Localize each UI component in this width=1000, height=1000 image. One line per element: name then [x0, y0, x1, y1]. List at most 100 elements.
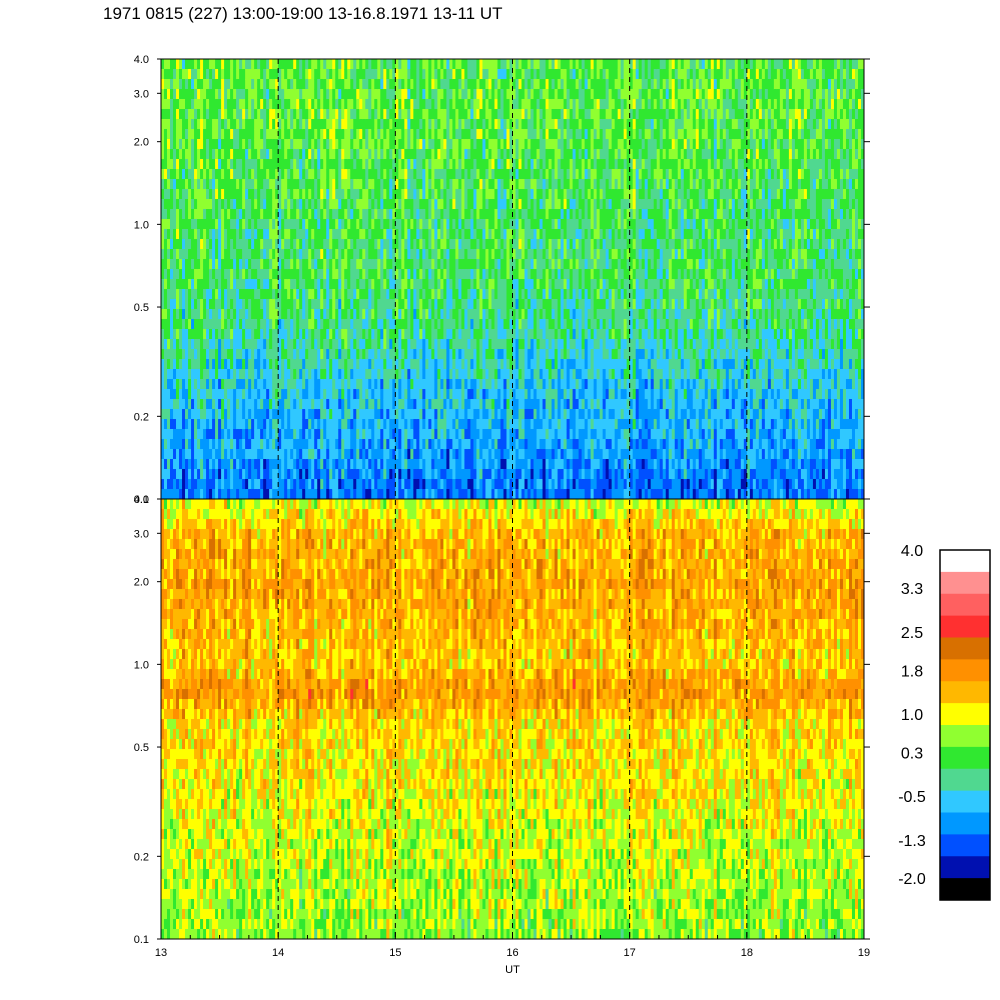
- heatmap-cell: [332, 439, 336, 450]
- heatmap-cell: [170, 69, 174, 80]
- heatmap-cell: [179, 489, 183, 499]
- heatmap-cell: [380, 459, 384, 470]
- heatmap-cell: [371, 209, 375, 220]
- heatmap-cell: [467, 259, 472, 270]
- heatmap-cell: [335, 249, 339, 260]
- heatmap-cell: [350, 109, 354, 120]
- heatmap-cell: [311, 339, 315, 350]
- heatmap-cell: [281, 389, 285, 400]
- heatmap-cell: [290, 439, 294, 450]
- heatmap-cell: [356, 449, 360, 460]
- heatmap-cell: [254, 299, 258, 310]
- heatmap-cell: [221, 349, 225, 360]
- heatmap-cell: [431, 359, 435, 370]
- heatmap-cell: [266, 209, 270, 220]
- heatmap-cell: [209, 129, 213, 140]
- heatmap-cell: [452, 329, 457, 340]
- heatmap-cell: [332, 139, 336, 150]
- heatmap-cell: [167, 439, 171, 450]
- heatmap-cell: [215, 319, 219, 330]
- heatmap-cell: [497, 359, 502, 370]
- heatmap-cell: [275, 439, 279, 450]
- heatmap-cell: [350, 179, 354, 190]
- heatmap-cell: [302, 79, 306, 90]
- heatmap-cell: [497, 479, 502, 490]
- heatmap-cell: [287, 439, 291, 450]
- heatmap-cell: [392, 489, 396, 499]
- heatmap-cell: [287, 379, 291, 390]
- heatmap-cell: [431, 159, 435, 170]
- heatmap-cell: [356, 439, 360, 450]
- heatmap-cell: [440, 469, 444, 480]
- heatmap-cell: [332, 149, 336, 160]
- heatmap-cell: [410, 339, 414, 350]
- heatmap-cell: [251, 289, 255, 300]
- heatmap-cell: [230, 69, 234, 80]
- heatmap-cell: [257, 299, 261, 310]
- heatmap-cell: [323, 219, 327, 230]
- heatmap-cell: [218, 179, 222, 190]
- heatmap-cell: [299, 299, 303, 310]
- heatmap-cell: [230, 319, 234, 330]
- heatmap-cell: [248, 119, 252, 130]
- heatmap-cell: [374, 449, 378, 460]
- heatmap-cell: [497, 169, 502, 180]
- heatmap-cell: [440, 89, 444, 100]
- heatmap-cell: [188, 129, 192, 140]
- heatmap-cell: [389, 469, 393, 480]
- heatmap-cell: [497, 299, 502, 310]
- heatmap-cell: [284, 409, 288, 420]
- heatmap-cell: [458, 419, 463, 430]
- heatmap-cell: [227, 169, 231, 180]
- heatmap-cell: [482, 109, 487, 120]
- heatmap-cell: [311, 179, 315, 190]
- heatmap-cell: [500, 159, 505, 170]
- heatmap-cell: [341, 259, 345, 270]
- heatmap-cell: [305, 309, 309, 320]
- heatmap-cell: [383, 169, 387, 180]
- heatmap-cell: [290, 99, 294, 110]
- heatmap-cell: [215, 169, 219, 180]
- heatmap-cell: [209, 149, 213, 160]
- heatmap-cell: [443, 289, 447, 300]
- heatmap-cell: [323, 339, 327, 350]
- heatmap-cell: [260, 99, 264, 110]
- heatmap-cell: [305, 219, 309, 230]
- heatmap-cell: [350, 359, 354, 370]
- heatmap-cell: [170, 369, 174, 380]
- heatmap-cell: [179, 189, 183, 200]
- heatmap-cell: [341, 339, 345, 350]
- heatmap-cell: [434, 369, 438, 380]
- heatmap-cell: [473, 269, 478, 280]
- heatmap-cell: [212, 279, 216, 290]
- heatmap-cell: [458, 149, 463, 160]
- heatmap-cell: [203, 339, 207, 350]
- heatmap-cell: [437, 209, 441, 220]
- heatmap-cell: [338, 199, 342, 210]
- heatmap-cell: [314, 349, 318, 360]
- heatmap-cell: [317, 429, 321, 440]
- heatmap-cell: [446, 149, 451, 160]
- heatmap-cell: [290, 189, 294, 200]
- heatmap-cell: [320, 479, 324, 490]
- heatmap-cell: [284, 479, 288, 490]
- heatmap-cell: [236, 149, 240, 160]
- heatmap-cell: [407, 269, 411, 280]
- heatmap-cell: [173, 449, 177, 460]
- heatmap-cell: [230, 409, 234, 420]
- heatmap-cell: [467, 399, 472, 410]
- heatmap-cell: [473, 299, 478, 310]
- heatmap-cell: [476, 179, 481, 190]
- heatmap-cell: [293, 249, 297, 260]
- heatmap-cell: [164, 329, 168, 340]
- heatmap-cell: [245, 409, 249, 420]
- heatmap-cell: [266, 239, 270, 250]
- heatmap-cell: [212, 299, 216, 310]
- heatmap-cell: [443, 109, 447, 120]
- heatmap-cell: [287, 229, 291, 240]
- heatmap-cell: [410, 239, 414, 250]
- heatmap-cell: [455, 459, 460, 470]
- heatmap-cell: [485, 469, 490, 480]
- heatmap-cell: [182, 309, 186, 320]
- heatmap-cell: [410, 279, 414, 290]
